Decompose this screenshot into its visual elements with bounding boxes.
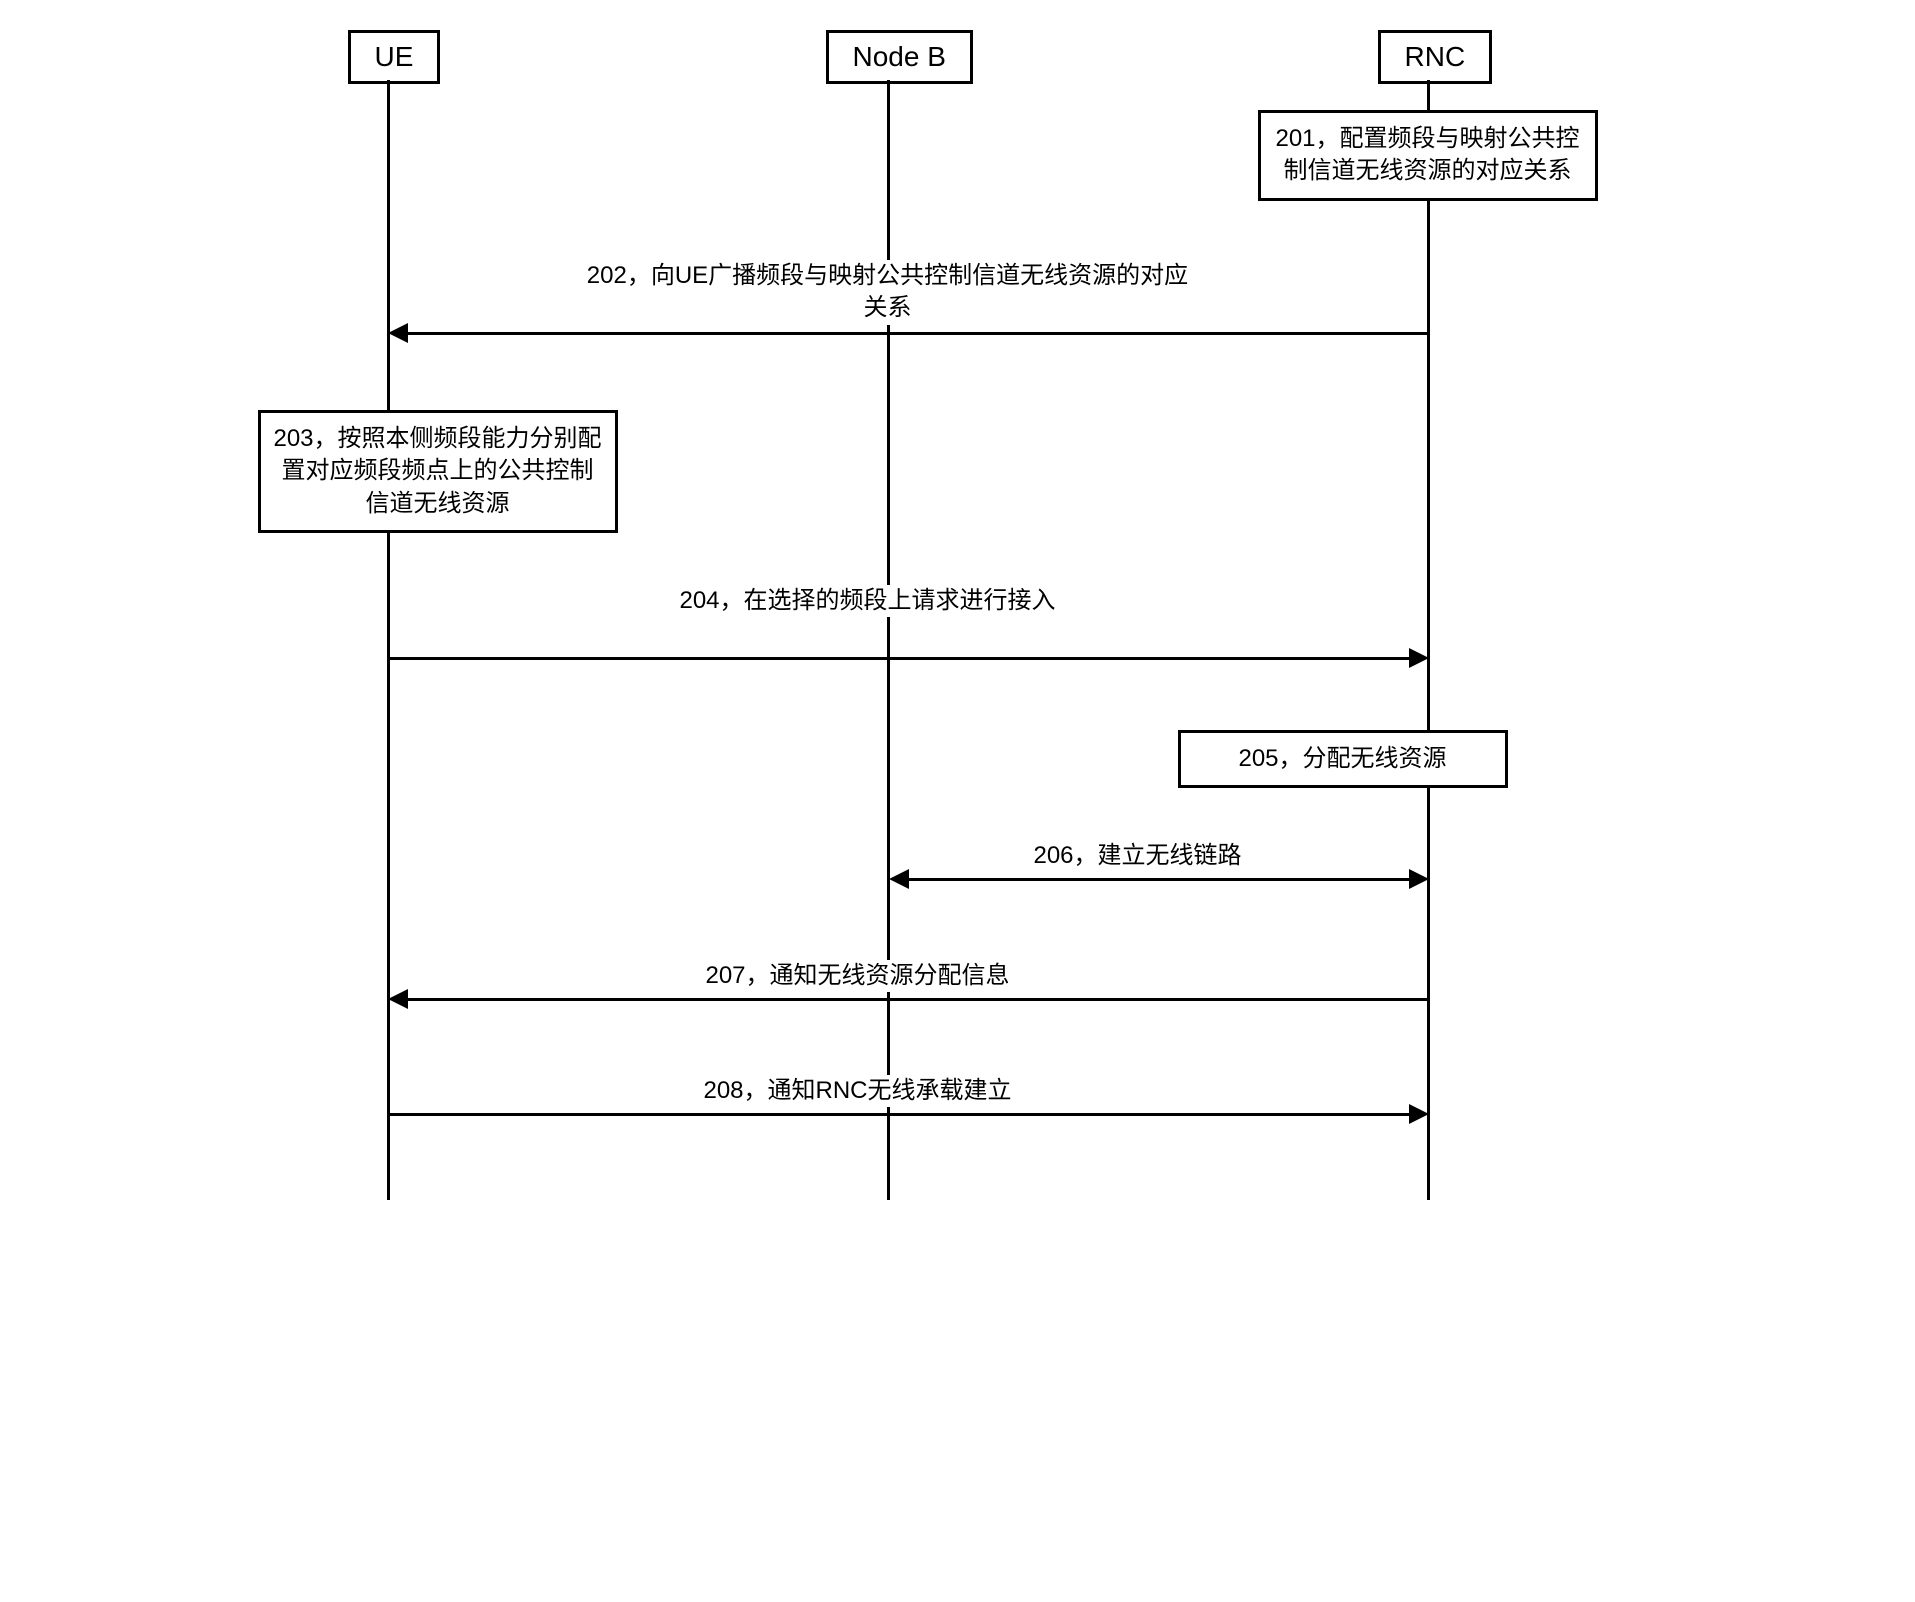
sequence-diagram: UE Node B RNC 201，配置频段与映射公共控制信道无线资源的对应关系… [258, 30, 1658, 1210]
msg-207-label: 207，通知无线资源分配信息 [608, 960, 1108, 992]
msg-208-arrowhead [1409, 1104, 1429, 1124]
msg-202-arrowhead [388, 323, 408, 343]
lifeline-nodeb [887, 80, 890, 1200]
msg-204-label: 204，在选择的频段上请求进行接入 [618, 585, 1118, 617]
msg-208-line [389, 1113, 1411, 1116]
msg-207-arrowhead [388, 989, 408, 1009]
msg-206-label: 206，建立无线链路 [978, 840, 1298, 872]
msg-202-label: 202，向UE广播频段与映射公共控制信道无线资源的对应关系 [578, 260, 1198, 325]
note-203: 203，按照本侧频段能力分别配置对应频段频点上的公共控制信道无线资源 [258, 410, 618, 533]
msg-206-line [906, 878, 1411, 881]
note-205: 205，分配无线资源 [1178, 730, 1508, 788]
lifeline-ue [387, 80, 390, 1200]
msg-206-arrowhead-r [1409, 869, 1429, 889]
note-201: 201，配置频段与映射公共控制信道无线资源的对应关系 [1258, 110, 1598, 201]
msg-206-arrowhead-l [889, 869, 909, 889]
lifeline-rnc [1427, 80, 1430, 1200]
actor-ue: UE [348, 30, 441, 84]
msg-208-label: 208，通知RNC无线承载建立 [608, 1075, 1108, 1107]
msg-204-line [389, 657, 1411, 660]
msg-207-line [406, 998, 1428, 1001]
msg-202-line [406, 332, 1428, 335]
msg-204-arrowhead [1409, 648, 1429, 668]
actor-rnc: RNC [1378, 30, 1493, 84]
actor-nodeb: Node B [826, 30, 973, 84]
